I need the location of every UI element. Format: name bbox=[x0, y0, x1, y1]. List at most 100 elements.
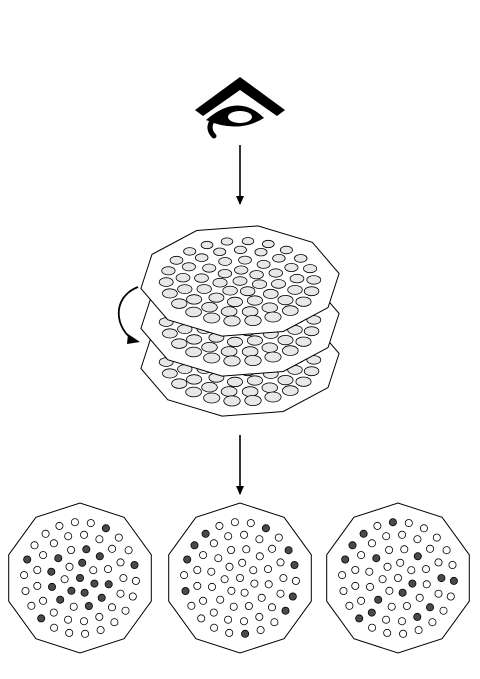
open-dot bbox=[387, 602, 396, 611]
plate-hole bbox=[272, 253, 286, 263]
open-dot bbox=[197, 614, 206, 623]
filled-dot bbox=[288, 592, 297, 601]
filled-dot bbox=[97, 593, 106, 602]
open-dot bbox=[255, 612, 264, 621]
open-dot bbox=[131, 576, 140, 585]
open-dot bbox=[257, 593, 266, 602]
open-dot bbox=[33, 581, 42, 590]
open-dot bbox=[368, 623, 377, 632]
plate-hole bbox=[213, 247, 227, 256]
plate-hole bbox=[289, 273, 305, 284]
filled-dot bbox=[48, 582, 57, 591]
plate-hole bbox=[232, 276, 248, 286]
plate-hole bbox=[220, 237, 234, 246]
open-dot bbox=[264, 580, 273, 589]
plate-hole bbox=[218, 257, 232, 266]
open-dot bbox=[67, 546, 76, 555]
open-dot bbox=[414, 626, 423, 635]
filled-dot bbox=[82, 545, 91, 554]
plate-hole bbox=[281, 305, 299, 316]
open-dot bbox=[20, 571, 29, 580]
open-dot bbox=[95, 612, 104, 621]
open-dot bbox=[220, 575, 229, 584]
open-dot bbox=[385, 546, 394, 555]
eye-icon bbox=[195, 77, 285, 139]
open-dot bbox=[116, 558, 125, 567]
curved-arrow-icon bbox=[117, 286, 140, 344]
plate-hole bbox=[295, 376, 312, 387]
open-dot bbox=[270, 618, 279, 627]
filled-dot bbox=[183, 555, 192, 564]
pattern-1 bbox=[8, 502, 152, 654]
open-dot bbox=[49, 608, 58, 617]
pattern-2 bbox=[168, 502, 312, 654]
plate-hole bbox=[220, 346, 238, 357]
open-dot bbox=[239, 617, 248, 626]
open-dot bbox=[415, 593, 424, 602]
plate-hole bbox=[241, 237, 255, 246]
plate-hole bbox=[256, 259, 271, 269]
plate-hole bbox=[303, 326, 320, 337]
open-dot bbox=[432, 533, 441, 542]
plate-hole bbox=[246, 335, 263, 346]
open-dot bbox=[50, 623, 59, 632]
open-dot bbox=[291, 576, 300, 585]
open-dot bbox=[49, 539, 58, 548]
plate-hole bbox=[262, 288, 279, 299]
open-dot bbox=[114, 533, 123, 542]
plate-hole bbox=[201, 342, 218, 353]
open-dot bbox=[255, 535, 264, 544]
filled-dot bbox=[80, 588, 89, 597]
open-dot bbox=[378, 575, 387, 584]
plate-hole bbox=[196, 284, 212, 294]
filled-dot bbox=[398, 588, 407, 597]
open-dot bbox=[214, 554, 223, 563]
plate-hole bbox=[261, 342, 279, 353]
open-dot bbox=[242, 545, 251, 554]
open-dot bbox=[338, 571, 347, 580]
open-dot bbox=[110, 618, 119, 627]
open-dot bbox=[383, 562, 392, 571]
plate-hole bbox=[295, 296, 312, 307]
open-dot bbox=[209, 539, 218, 548]
filled-dot bbox=[201, 529, 210, 538]
open-dot bbox=[65, 562, 74, 571]
filled-dot bbox=[374, 595, 383, 604]
plate-hole bbox=[246, 375, 263, 386]
plate-hole bbox=[244, 354, 262, 366]
plate-hole bbox=[303, 264, 318, 274]
open-dot bbox=[373, 521, 382, 530]
plate-hole bbox=[194, 253, 209, 263]
plate-hole bbox=[264, 391, 282, 403]
plate-hole bbox=[171, 298, 188, 309]
open-dot bbox=[255, 552, 264, 561]
open-dot bbox=[124, 546, 133, 555]
filled-dot bbox=[408, 579, 417, 588]
plate-hole bbox=[294, 254, 308, 263]
open-dot bbox=[225, 628, 234, 637]
open-dot bbox=[215, 521, 224, 530]
plate-hole bbox=[284, 262, 299, 272]
open-dot bbox=[216, 595, 225, 604]
open-dot bbox=[249, 566, 258, 575]
plate-hole bbox=[171, 378, 188, 389]
open-dot bbox=[128, 592, 137, 601]
plate-hole bbox=[261, 302, 279, 313]
open-dot bbox=[357, 551, 366, 560]
plate-hole bbox=[220, 306, 238, 317]
open-dot bbox=[419, 524, 428, 533]
filled-dot bbox=[261, 524, 270, 533]
filled-dot bbox=[78, 558, 87, 567]
open-dot bbox=[357, 596, 366, 605]
filled-dot bbox=[241, 629, 250, 638]
open-dot bbox=[367, 539, 376, 548]
filled-dot bbox=[23, 555, 32, 564]
open-dot bbox=[80, 617, 89, 626]
open-dot bbox=[448, 561, 457, 570]
open-dot bbox=[209, 608, 218, 617]
open-dot bbox=[64, 615, 73, 624]
open-dot bbox=[224, 615, 233, 624]
open-dot bbox=[402, 602, 411, 611]
open-dot bbox=[207, 582, 216, 591]
